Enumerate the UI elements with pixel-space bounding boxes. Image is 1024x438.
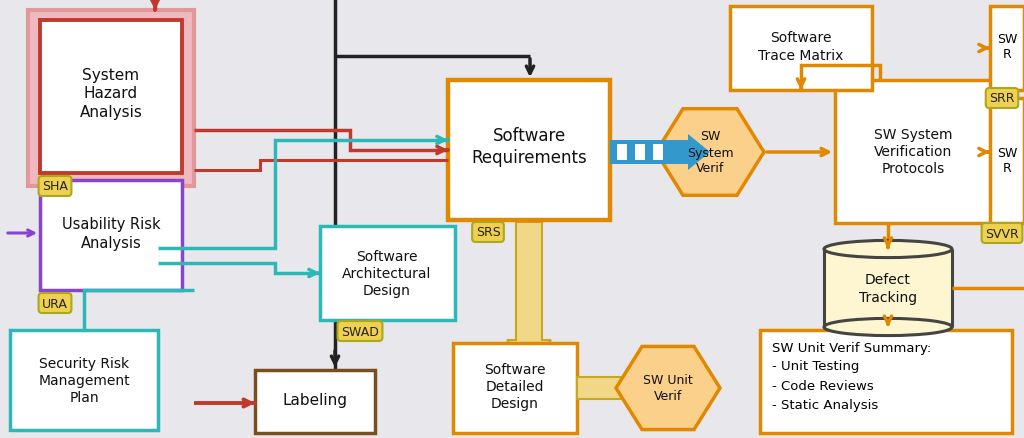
Text: SW System
Verification
Protocols: SW System Verification Protocols <box>873 127 952 176</box>
Text: Security Risk
Management
Plan: Security Risk Management Plan <box>38 356 130 404</box>
Text: Usability Risk
Analysis: Usability Risk Analysis <box>61 217 161 250</box>
FancyArrow shape <box>577 369 649 407</box>
Bar <box>40 21 182 173</box>
Text: SRR: SRR <box>989 92 1015 105</box>
Text: Software
Requirements: Software Requirements <box>471 127 587 167</box>
Text: Software
Architectural
Design: Software Architectural Design <box>342 249 432 297</box>
Text: Labeling: Labeling <box>283 392 347 408</box>
Bar <box>40 180 182 290</box>
Text: SVVR: SVVR <box>985 227 1019 240</box>
Bar <box>635 145 645 161</box>
Text: System
Hazard
Analysis: System Hazard Analysis <box>80 68 142 120</box>
Text: - Static Analysis: - Static Analysis <box>772 399 879 412</box>
Bar <box>10 330 158 430</box>
Bar <box>449 81 610 220</box>
Text: SW
R: SW R <box>996 33 1017 61</box>
Text: URA: URA <box>42 297 68 310</box>
Text: Software
Trace Matrix: Software Trace Matrix <box>759 31 844 63</box>
FancyArrow shape <box>610 135 710 171</box>
Text: SW
System
Verif: SW System Verif <box>687 130 733 175</box>
Bar <box>255 370 375 433</box>
Text: SWAD: SWAD <box>341 325 379 338</box>
Bar <box>824 249 952 327</box>
Bar <box>617 145 627 161</box>
Bar <box>730 7 872 91</box>
Bar <box>653 145 663 161</box>
Ellipse shape <box>824 241 952 258</box>
Polygon shape <box>616 346 720 430</box>
Text: SHA: SHA <box>42 180 68 193</box>
Bar <box>990 99 1024 223</box>
FancyArrow shape <box>507 223 551 366</box>
Text: - Unit Testing: - Unit Testing <box>772 360 859 373</box>
Ellipse shape <box>824 319 952 336</box>
Bar <box>760 330 1012 433</box>
Text: SRS: SRS <box>475 226 501 239</box>
Text: SW Unit
Verif: SW Unit Verif <box>643 374 693 403</box>
Text: SW Unit Verif Summary:: SW Unit Verif Summary: <box>772 342 931 355</box>
Text: - Code Reviews: - Code Reviews <box>772 380 873 392</box>
Bar <box>453 343 577 433</box>
Text: SW
R: SW R <box>996 147 1017 175</box>
Text: Defect
Tracking: Defect Tracking <box>859 273 918 304</box>
Polygon shape <box>656 110 764 196</box>
Bar <box>28 11 194 187</box>
Bar <box>990 7 1024 91</box>
Text: Software
Detailed
Design: Software Detailed Design <box>484 362 546 410</box>
Bar <box>835 81 992 223</box>
Bar <box>321 226 455 320</box>
